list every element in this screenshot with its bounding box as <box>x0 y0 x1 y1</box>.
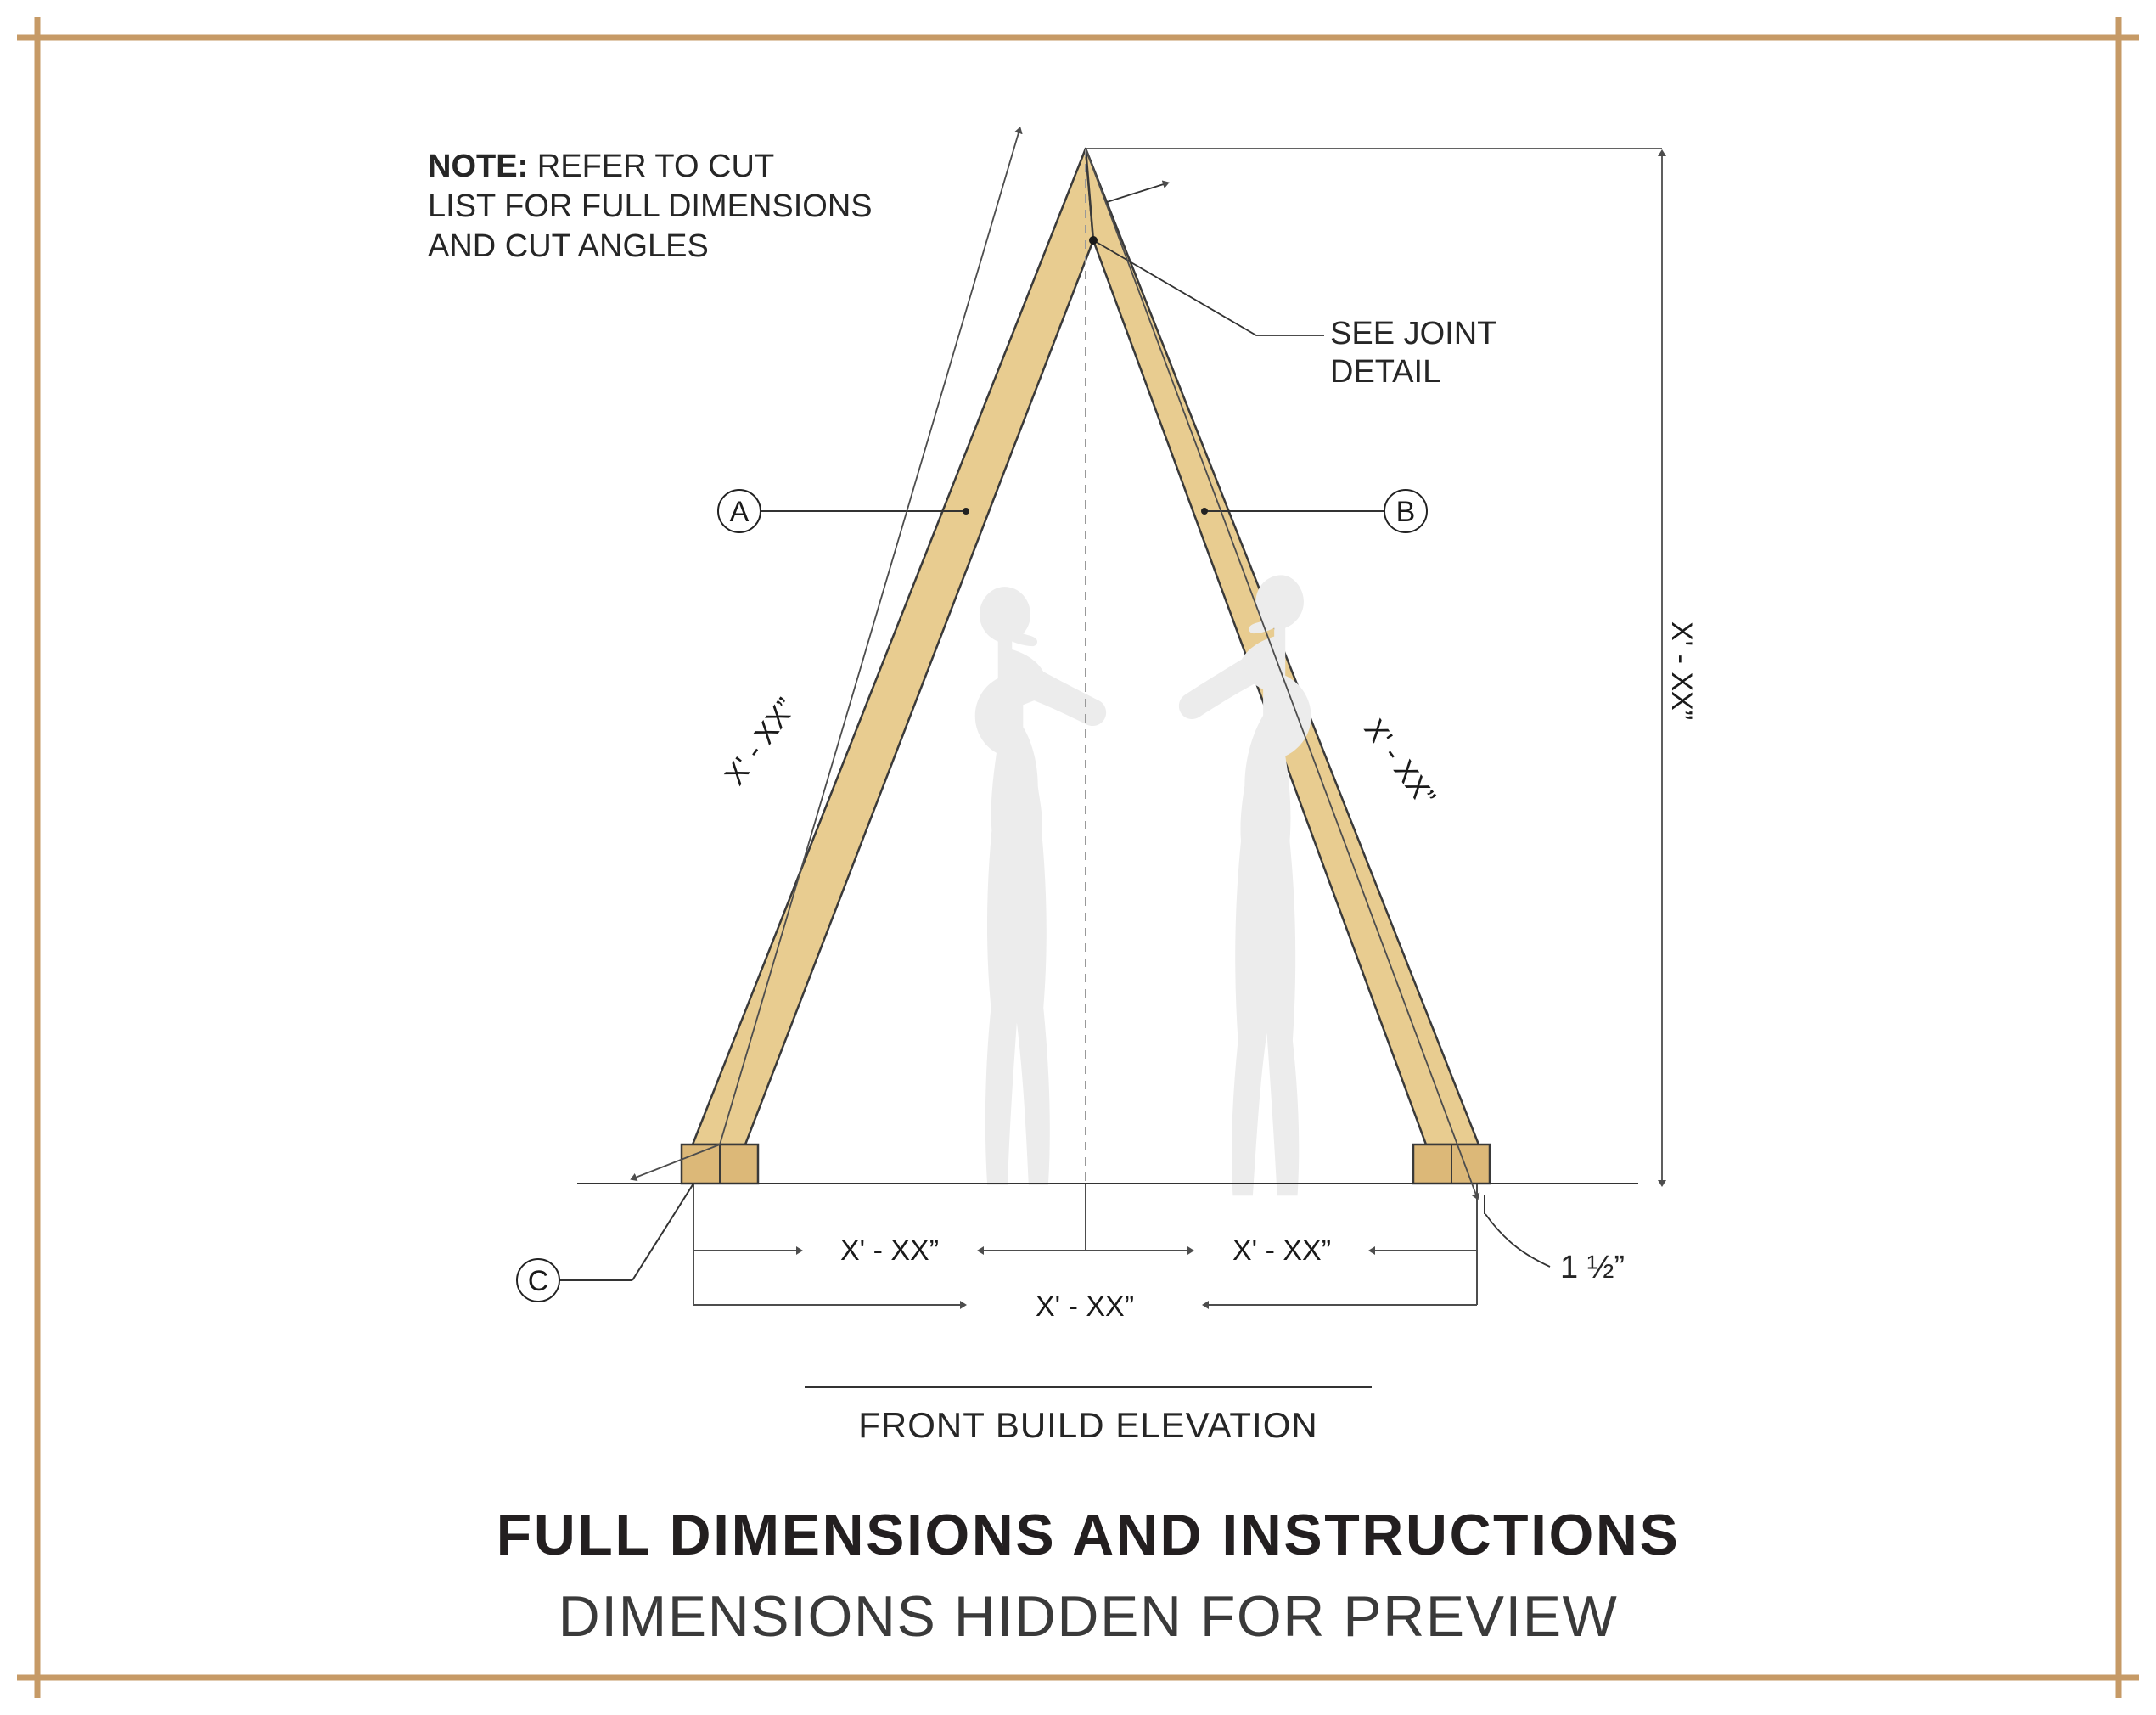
svg-text:AND CUT ANGLES: AND CUT ANGLES <box>428 228 709 264</box>
svg-text:X' - XX”: X' - XX” <box>719 692 803 790</box>
svg-text:SEE JOINT: SEE JOINT <box>1330 316 1496 351</box>
svg-text:X' - XX”: X' - XX” <box>1036 1290 1134 1323</box>
svg-text:1 ½”: 1 ½” <box>1560 1250 1625 1285</box>
svg-text:FRONT BUILD ELEVATION: FRONT BUILD ELEVATION <box>858 1405 1317 1445</box>
svg-text:X' - XX”: X' - XX” <box>1232 1234 1331 1267</box>
svg-text:NOTE: REFER TO CUT: NOTE: REFER TO CUT <box>428 149 774 184</box>
svg-text:FULL DIMENSIONS AND INSTRUCTIO: FULL DIMENSIONS AND INSTRUCTIONS <box>497 1503 1681 1567</box>
svg-text:C: C <box>528 1265 549 1297</box>
svg-text:DIMENSIONS HIDDEN FOR PREVIEW: DIMENSIONS HIDDEN FOR PREVIEW <box>559 1584 1619 1649</box>
svg-text:X' - XX”: X' - XX” <box>1665 621 1698 720</box>
svg-text:X' - XX”: X' - XX” <box>840 1234 939 1267</box>
svg-text:LIST FOR FULL DIMENSIONS: LIST FOR FULL DIMENSIONS <box>428 188 873 224</box>
svg-text:X' - XX”: X' - XX” <box>1357 713 1441 812</box>
svg-text:DETAIL: DETAIL <box>1330 354 1440 390</box>
